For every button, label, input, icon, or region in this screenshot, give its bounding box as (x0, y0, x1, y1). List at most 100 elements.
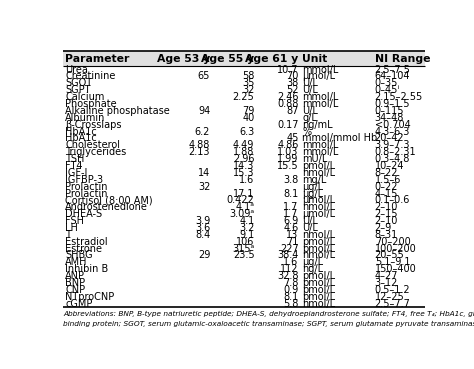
Text: ng/L: ng/L (302, 264, 323, 274)
Text: SGPT: SGPT (65, 85, 91, 95)
Text: 8–31: 8–31 (375, 230, 398, 240)
Text: 4–27: 4–27 (375, 271, 398, 281)
Text: 40: 40 (242, 113, 255, 123)
Text: μmol/L: μmol/L (302, 196, 336, 206)
Text: NTproCNP: NTproCNP (65, 292, 114, 302)
Text: 15.3: 15.3 (233, 168, 255, 178)
Text: 4.1: 4.1 (239, 216, 255, 226)
Text: SGOT: SGOT (65, 78, 92, 88)
Text: 12–25: 12–25 (375, 292, 404, 302)
Text: 4.3–6.3: 4.3–6.3 (375, 127, 410, 137)
Text: FT4: FT4 (65, 161, 82, 171)
Text: Unit: Unit (302, 54, 328, 64)
Text: Phosphate: Phosphate (65, 99, 117, 109)
Text: NI Range: NI Range (375, 54, 430, 64)
Text: 8–22: 8–22 (375, 168, 398, 178)
Bar (63, 51, 425, 66)
Text: 4.88: 4.88 (189, 140, 210, 150)
Text: 8.4: 8.4 (195, 230, 210, 240)
Text: Estrone: Estrone (65, 244, 102, 254)
Text: 3.2: 3.2 (239, 223, 255, 233)
Text: 5.1–9.1: 5.1–9.1 (375, 257, 410, 268)
Text: U/L: U/L (302, 85, 318, 95)
Text: 8.1: 8.1 (283, 292, 299, 302)
Text: 2.5–7.5: 2.5–7.5 (375, 65, 410, 75)
Text: U/L: U/L (302, 223, 318, 233)
Text: %: % (302, 127, 311, 137)
Text: 6.3: 6.3 (239, 127, 255, 137)
Text: mmol/L: mmol/L (302, 65, 339, 75)
Text: 0–22: 0–22 (375, 182, 398, 192)
Text: 14: 14 (198, 168, 210, 178)
Text: 2–10: 2–10 (375, 216, 398, 226)
Text: 87: 87 (286, 106, 299, 116)
Text: mU/L: mU/L (302, 154, 328, 164)
Text: 0.9: 0.9 (283, 285, 299, 295)
Text: 32: 32 (242, 85, 255, 95)
Text: 0–35: 0–35 (375, 78, 398, 88)
Text: 70: 70 (286, 72, 299, 82)
Text: cGMP: cGMP (65, 299, 92, 308)
Text: 0.3–4.8: 0.3–4.8 (375, 154, 410, 164)
Text: 1.6: 1.6 (239, 175, 255, 185)
Text: ng/mL: ng/mL (302, 120, 333, 130)
Text: 2.96: 2.96 (233, 154, 255, 164)
Text: 52: 52 (286, 85, 299, 95)
Text: 32: 32 (198, 182, 210, 192)
Text: U/L: U/L (302, 78, 318, 88)
Text: Inhibin B: Inhibin B (65, 264, 109, 274)
Text: FSH: FSH (65, 216, 84, 226)
Text: 79: 79 (242, 106, 255, 116)
Text: Prolactin: Prolactin (65, 189, 108, 199)
Text: μg/L: μg/L (302, 182, 323, 192)
Text: 0.8–2.31: 0.8–2.31 (375, 147, 416, 157)
Text: 15.5: 15.5 (277, 161, 299, 171)
Text: 4–15: 4–15 (375, 189, 398, 199)
Text: 150–400: 150–400 (375, 264, 417, 274)
Text: 3.9–7.3: 3.9–7.3 (375, 140, 410, 150)
Text: 45: 45 (286, 134, 299, 144)
Text: nmol/L: nmol/L (302, 168, 336, 178)
Text: 4.49: 4.49 (233, 140, 255, 150)
Text: 7.8: 7.8 (283, 278, 299, 288)
Text: pmol/L: pmol/L (302, 292, 336, 302)
Text: binding protein; SGOT, serum glutamic-oxaloacetic transaminase; SGPT, serum glut: binding protein; SGOT, serum glutamic-ox… (63, 321, 474, 327)
Text: T: T (65, 230, 71, 240)
Text: β-Crosslaps: β-Crosslaps (65, 120, 122, 130)
Text: Cholesterol: Cholesterol (65, 140, 120, 150)
Text: U/L: U/L (302, 216, 318, 226)
Text: 20–55: 20–55 (375, 251, 404, 261)
Text: 1.7: 1.7 (283, 209, 299, 219)
Text: 106: 106 (236, 237, 255, 247)
Text: Cortisol (8:00 AM): Cortisol (8:00 AM) (65, 196, 153, 206)
Text: IGF-I: IGF-I (65, 168, 88, 178)
Text: 9.1: 9.1 (239, 230, 255, 240)
Text: SHBG: SHBG (65, 251, 93, 261)
Text: 13: 13 (286, 230, 299, 240)
Text: nmol/L: nmol/L (302, 230, 336, 240)
Text: Prolactin: Prolactin (65, 182, 108, 192)
Text: 14.3: 14.3 (233, 161, 255, 171)
Text: nmol/L: nmol/L (302, 202, 336, 212)
Text: 10.7: 10.7 (277, 65, 299, 75)
Text: 2.46: 2.46 (277, 92, 299, 102)
Text: 38: 38 (286, 78, 299, 88)
Text: 34–48: 34–48 (375, 113, 404, 123)
Text: 315ᵃ: 315ᵃ (232, 244, 255, 254)
Text: nmol/L: nmol/L (302, 251, 336, 261)
Text: mmol/L: mmol/L (302, 147, 339, 157)
Text: 35: 35 (242, 78, 255, 88)
Text: LH: LH (65, 223, 78, 233)
Text: 3–12: 3–12 (375, 278, 398, 288)
Text: Alkaline phosphatase: Alkaline phosphatase (65, 106, 170, 116)
Text: 2.13: 2.13 (189, 147, 210, 157)
Text: 6.9: 6.9 (283, 216, 299, 226)
Text: 0.88: 0.88 (277, 99, 299, 109)
Text: pmol/L: pmol/L (302, 237, 336, 247)
Text: Age 55 y: Age 55 y (201, 54, 255, 64)
Text: g/L: g/L (302, 113, 317, 123)
Text: Calcium: Calcium (65, 92, 104, 102)
Text: <0.704: <0.704 (375, 120, 410, 130)
Text: 2.15–2.55: 2.15–2.55 (375, 92, 423, 102)
Text: 29: 29 (198, 251, 210, 261)
